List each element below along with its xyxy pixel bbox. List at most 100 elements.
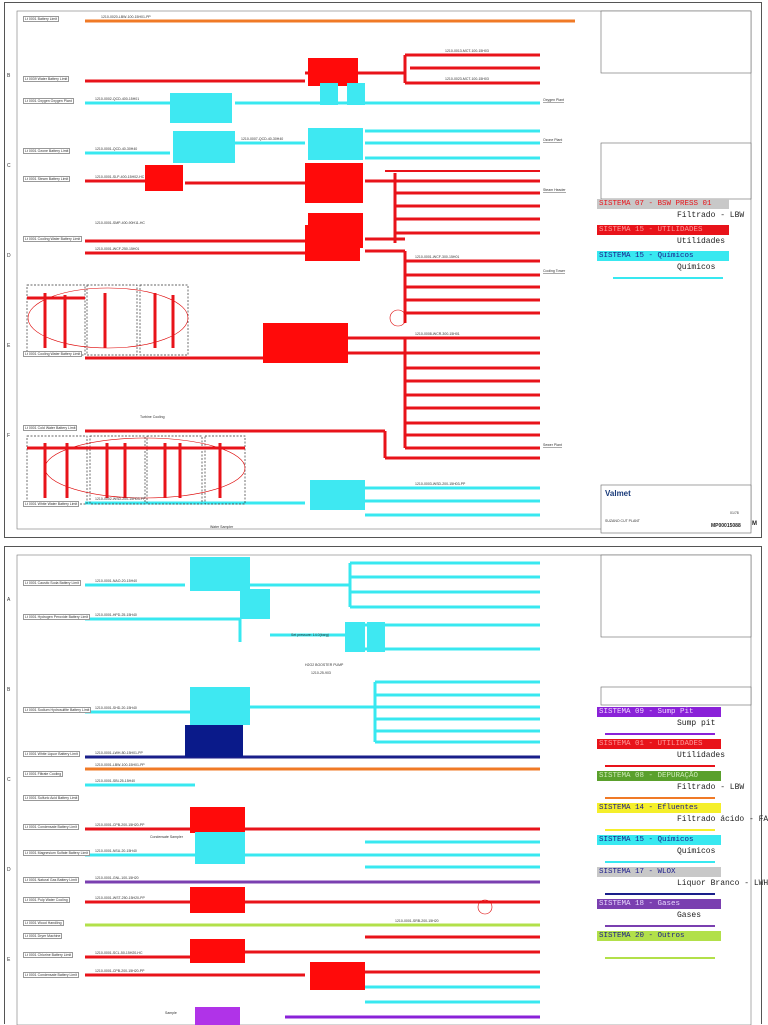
equipment-cyan [240,589,270,619]
legend-system-band: SISTEMA 20 - Outros [597,931,721,941]
equipment-red [305,163,363,203]
legend-line-label: Liquor Branco - LWH [677,879,768,888]
package-box [86,284,138,356]
equipment-red [190,939,245,963]
battery-limit-label: Lt 0001 Natural Gas Battery Limit [23,877,79,883]
battery-limit-label: Lt 0001 Magnesium Sulfate Battery Limit [23,850,91,856]
line-tag: 1210-0001-GNL-100-15H20 [95,876,139,880]
battery-limit-label: Lt 0001 Condensate Battery Limit [23,972,79,978]
package-box [139,284,189,356]
dashed-packages [26,284,246,505]
grid-letter: D [7,253,11,259]
grid-letter: E [7,957,11,963]
inner-frame [16,554,752,1025]
legend-line-label: Gases [677,911,702,920]
legend-line-label: Químicos [677,263,716,272]
note-label: Sample [165,1011,177,1015]
revision-clouds [477,899,493,915]
legend-line-label: Químicos [677,847,716,856]
line-tag: 1210-0001-HPD-25-15H40 [95,613,137,617]
legend-line-label: Filtrado ácido - FAB [677,815,768,824]
destination-label: Ozone Plant [543,138,563,143]
legend-system-band: SISTEMA 14 - Efluentes [597,803,721,813]
equipment-red [263,323,348,363]
equipment-cyan [170,93,232,123]
grid-letter: F [7,433,11,439]
battery-limit-label: Lt 0039 Water Battery Limit [23,76,70,82]
grid-letter: C [7,163,11,169]
package-box [204,435,246,505]
sheet-index-table [600,142,752,200]
battery-limit-label: Lt 0001 Pulp Water Cooling [23,897,70,903]
note-label: Condensate Sampler [150,835,183,839]
battery-limit-label: Lt 0001 Caustic Soda Battery Limit [23,580,81,586]
legend-system-band: SISTEMA 01 - UTILIDADES [597,739,721,749]
grid-letter: B [7,73,11,79]
battery-limit-label: Lt 0001 Filtrate Cooling [23,771,64,777]
project-name: SUZANO CUT PLANT [605,519,640,523]
battery-limit-label: Lt 0001 Oxygen Oxygen Plant [23,98,74,104]
chemical-pipes [85,101,540,517]
equipment-red [305,225,360,261]
pump-label: H2O2 BOOSTER PUMP [305,663,344,667]
battery-limit-label: Lt 0001 Battery Limit [23,16,60,22]
equipment-red [308,58,358,86]
note-label: Water Sampler [210,525,234,529]
line-tag: 1210-0001-NSU-20-15H40 [95,849,137,853]
legend-line-label: Sump pit [677,719,716,728]
chemical-pipes [85,561,540,1004]
line-tag: 1210-0001-NAO-20-15H40 [95,579,138,583]
battery-limit-label: Lt 0001 Cooling Water Battery Limit [23,351,83,357]
equipment-purple [195,1007,240,1025]
legend-system-band: SISTEMA 07 - BSW PRESS 01 [597,199,729,209]
legend-line-sample [605,733,715,735]
equipment-cyan [190,687,250,725]
destination-label: Cooling Tower [543,269,566,274]
line-tag: 1210-0001-CPB-200-15H20-PP [95,969,145,973]
legend-system-band: SISTEMA 15 - Químicos [597,251,729,261]
legend-system-band: SISTEMA 09 - Sump Pit [597,707,721,717]
battery-limit-label: Lt 0001 Condensate Battery Limit [23,824,79,830]
battery-limit-label: Lt 0001 Dryer Machine [23,933,63,939]
legend-line-sample [605,797,715,799]
legend-line-sample [605,861,715,863]
line-tag: 1210-0001-SHD-20-15H40 [95,706,137,710]
battery-limit-label: Lt 0001 White Water Battery Limit [23,501,80,507]
equipment-cyan [308,128,363,160]
legend-line-sample [605,957,715,959]
sheet-index-table [600,686,752,706]
battery-limit-label: Lt 0001 Sodium Hydrosulfite Battery Limi… [23,707,92,713]
title-block-frame [600,484,752,534]
equipment-red [190,887,245,913]
line-tag: 1210-0001-LWH-80-15H01-PP [95,751,143,755]
drawing-sheet-1: B C D E F 1210-0020-LBW-100-15H01-PP 121… [4,2,762,538]
legend-system-band: SISTEMA 17 - WLOX [597,867,721,877]
note-label: Turbine Cooling [140,415,165,419]
legend-line-sample [613,277,723,279]
package-pipes [27,293,245,498]
destination-label: Steam Header [543,188,566,193]
equipment-red [310,962,365,990]
line-tag: 1210-0002-WSD-200-15H03-PP [95,497,146,501]
legend-line-label: Utilidades [677,751,726,760]
pump-tag: 1210-25-903 [311,671,331,675]
line-tag: 1210-0001-WCF-300-15H01 [415,255,460,259]
equipment-cyan [347,83,365,105]
revision-cloud [389,309,407,327]
document-number: MP00015088 [711,523,741,529]
destination-label: Sewer Plant [543,443,562,448]
line-tag: 1210-0001-SMP-400-90H11-HC [95,221,145,225]
line-tag: 1210-0001-CPB-200-15H20-PP [95,823,145,827]
legend-line-label: Filtrado - LBW [677,211,745,220]
revision-letter: M [752,521,757,527]
revision-table [600,10,752,74]
line-tag: 1210-0008-WCR-300-15H01 [415,332,460,336]
package-box [146,435,203,505]
line-tag: 1210-0001-SCL-50-15H20-HC [95,951,143,955]
valmet-logo: Valmet [605,489,631,498]
equipment-navy [185,725,243,757]
battery-limit-label: Lt 0001 Wood Handling [23,920,64,926]
equipment-red [145,165,183,191]
piping-diagram-sheet-2 [16,554,752,1025]
battery-limit-label: Lt 0001 White Liquor Battery Limit [23,751,80,757]
